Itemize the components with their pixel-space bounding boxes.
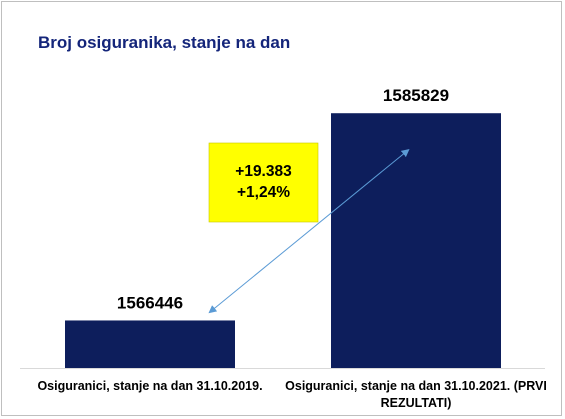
difference-arrow	[208, 148, 410, 314]
plot-area: 1566446 Osiguranici, stanje na dan 31.10.…	[20, 86, 547, 410]
data-label-1: 1566446	[117, 293, 183, 312]
x-tick-label-2: Osiguranici, stanje na dan 31.10.2021. (…	[285, 379, 547, 410]
x-tick-label-2-line-2: REZULTATI)	[381, 396, 452, 410]
difference-absolute: +19.383	[235, 163, 292, 180]
data-label-2: 1585829	[383, 86, 449, 105]
x-tick-label-2-line-1: Osiguranici, stanje na dan 31.10.2021. (…	[285, 379, 547, 393]
x-tick-label-1: Osiguranici, stanje na dan 31.10.2019.	[37, 379, 262, 393]
bar-1	[65, 320, 235, 368]
x-tick-label-1-line-1: Osiguranici, stanje na dan 31.10.2019.	[37, 379, 262, 393]
bar-2	[331, 113, 501, 368]
chart-title: Broj osiguranika, stanje na dan	[38, 33, 290, 52]
difference-box	[208, 142, 319, 223]
difference-percent: +1,24%	[237, 184, 290, 201]
